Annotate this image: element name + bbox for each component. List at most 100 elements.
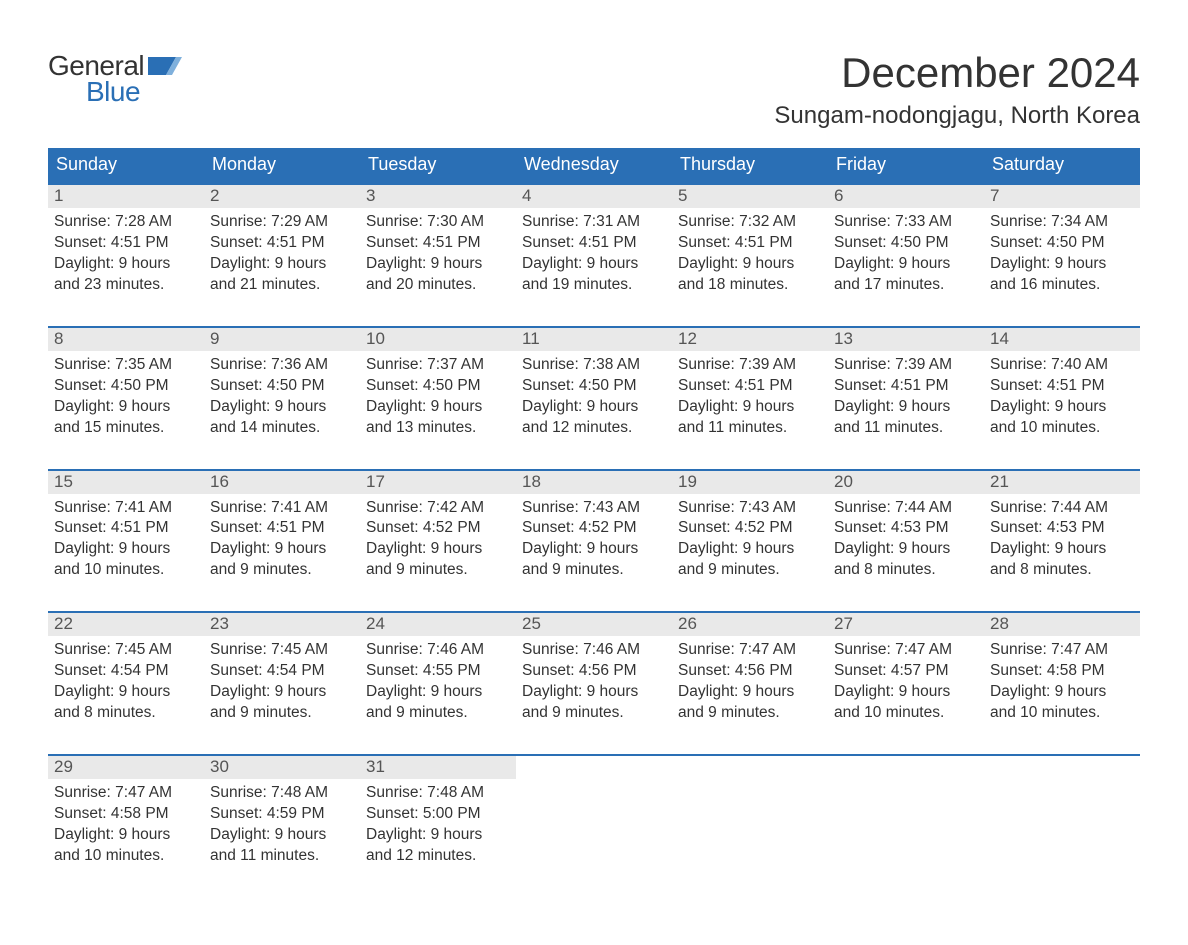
sunrise-line: Sunrise: 7:35 AM bbox=[54, 355, 198, 376]
day-cell: 26Sunrise: 7:47 AMSunset: 4:56 PMDayligh… bbox=[672, 613, 828, 742]
daylight-line-2: and 9 minutes. bbox=[210, 703, 354, 724]
sunset-line: Sunset: 4:50 PM bbox=[834, 233, 978, 254]
day-number: 5 bbox=[672, 185, 828, 208]
day-details: Sunrise: 7:46 AMSunset: 4:55 PMDaylight:… bbox=[360, 636, 516, 724]
daylight-line-1: Daylight: 9 hours bbox=[990, 539, 1134, 560]
day-cell: 29Sunrise: 7:47 AMSunset: 4:58 PMDayligh… bbox=[48, 756, 204, 885]
day-details: Sunrise: 7:28 AMSunset: 4:51 PMDaylight:… bbox=[48, 208, 204, 296]
flag-icon bbox=[148, 53, 182, 80]
sunrise-line: Sunrise: 7:43 AM bbox=[678, 498, 822, 519]
day-number: 21 bbox=[984, 471, 1140, 494]
day-cell: 16Sunrise: 7:41 AMSunset: 4:51 PMDayligh… bbox=[204, 471, 360, 600]
sunrise-line: Sunrise: 7:41 AM bbox=[210, 498, 354, 519]
daylight-line-2: and 10 minutes. bbox=[54, 560, 198, 581]
day-number: 30 bbox=[204, 756, 360, 779]
daylight-line-2: and 16 minutes. bbox=[990, 275, 1134, 296]
day-cell: 12Sunrise: 7:39 AMSunset: 4:51 PMDayligh… bbox=[672, 328, 828, 457]
daylight-line-2: and 11 minutes. bbox=[210, 846, 354, 867]
day-number: 6 bbox=[828, 185, 984, 208]
day-details: Sunrise: 7:42 AMSunset: 4:52 PMDaylight:… bbox=[360, 494, 516, 582]
day-details: Sunrise: 7:43 AMSunset: 4:52 PMDaylight:… bbox=[516, 494, 672, 582]
day-cell: 9Sunrise: 7:36 AMSunset: 4:50 PMDaylight… bbox=[204, 328, 360, 457]
weeks-container: 1Sunrise: 7:28 AMSunset: 4:51 PMDaylight… bbox=[48, 183, 1140, 884]
weekday-header: Saturday bbox=[984, 148, 1140, 183]
daylight-line-1: Daylight: 9 hours bbox=[990, 682, 1134, 703]
daylight-line-2: and 8 minutes. bbox=[990, 560, 1134, 581]
daylight-line-1: Daylight: 9 hours bbox=[834, 539, 978, 560]
daylight-line-2: and 13 minutes. bbox=[366, 418, 510, 439]
day-number: 26 bbox=[672, 613, 828, 636]
daylight-line-2: and 9 minutes. bbox=[678, 703, 822, 724]
daylight-line-1: Daylight: 9 hours bbox=[366, 254, 510, 275]
day-details: Sunrise: 7:47 AMSunset: 4:58 PMDaylight:… bbox=[48, 779, 204, 867]
day-cell bbox=[516, 756, 672, 885]
day-details: Sunrise: 7:48 AMSunset: 5:00 PMDaylight:… bbox=[360, 779, 516, 867]
daylight-line-2: and 20 minutes. bbox=[366, 275, 510, 296]
sunrise-line: Sunrise: 7:28 AM bbox=[54, 212, 198, 233]
daylight-line-2: and 15 minutes. bbox=[54, 418, 198, 439]
sunrise-line: Sunrise: 7:40 AM bbox=[990, 355, 1134, 376]
sunset-line: Sunset: 4:57 PM bbox=[834, 661, 978, 682]
daylight-line-1: Daylight: 9 hours bbox=[678, 254, 822, 275]
day-cell: 19Sunrise: 7:43 AMSunset: 4:52 PMDayligh… bbox=[672, 471, 828, 600]
weekday-header: Friday bbox=[828, 148, 984, 183]
sunset-line: Sunset: 4:51 PM bbox=[834, 376, 978, 397]
sunset-line: Sunset: 4:51 PM bbox=[678, 233, 822, 254]
day-cell: 7Sunrise: 7:34 AMSunset: 4:50 PMDaylight… bbox=[984, 185, 1140, 314]
week-row: 8Sunrise: 7:35 AMSunset: 4:50 PMDaylight… bbox=[48, 326, 1140, 457]
sunrise-line: Sunrise: 7:47 AM bbox=[678, 640, 822, 661]
day-details: Sunrise: 7:47 AMSunset: 4:56 PMDaylight:… bbox=[672, 636, 828, 724]
week-row: 15Sunrise: 7:41 AMSunset: 4:51 PMDayligh… bbox=[48, 469, 1140, 600]
sunset-line: Sunset: 4:51 PM bbox=[522, 233, 666, 254]
sunrise-line: Sunrise: 7:39 AM bbox=[678, 355, 822, 376]
daylight-line-1: Daylight: 9 hours bbox=[210, 397, 354, 418]
day-number: 4 bbox=[516, 185, 672, 208]
day-cell: 6 Sunrise: 7:33 AMSunset: 4:50 PMDaylight… bbox=[828, 185, 984, 314]
daylight-line-2: and 8 minutes. bbox=[834, 560, 978, 581]
day-number: 11 bbox=[516, 328, 672, 351]
day-number: 27 bbox=[828, 613, 984, 636]
sunrise-line: Sunrise: 7:36 AM bbox=[210, 355, 354, 376]
daylight-line-2: and 9 minutes. bbox=[522, 560, 666, 581]
daylight-line-1: Daylight: 9 hours bbox=[522, 539, 666, 560]
sunrise-line: Sunrise: 7:29 AM bbox=[210, 212, 354, 233]
day-cell: 30Sunrise: 7:48 AMSunset: 4:59 PMDayligh… bbox=[204, 756, 360, 885]
sunset-line: Sunset: 4:55 PM bbox=[366, 661, 510, 682]
day-cell: 18Sunrise: 7:43 AMSunset: 4:52 PMDayligh… bbox=[516, 471, 672, 600]
day-cell: 2Sunrise: 7:29 AMSunset: 4:51 PMDaylight… bbox=[204, 185, 360, 314]
day-cell: 4Sunrise: 7:31 AMSunset: 4:51 PMDaylight… bbox=[516, 185, 672, 314]
day-details: Sunrise: 7:36 AMSunset: 4:50 PMDaylight:… bbox=[204, 351, 360, 439]
day-cell: 21Sunrise: 7:44 AMSunset: 4:53 PMDayligh… bbox=[984, 471, 1140, 600]
weekday-header: Thursday bbox=[672, 148, 828, 183]
month-title: December 2024 bbox=[774, 50, 1140, 96]
sunset-line: Sunset: 4:54 PM bbox=[54, 661, 198, 682]
daylight-line-2: and 14 minutes. bbox=[210, 418, 354, 439]
week-row: 1Sunrise: 7:28 AMSunset: 4:51 PMDaylight… bbox=[48, 183, 1140, 314]
day-details: Sunrise: 7:29 AMSunset: 4:51 PMDaylight:… bbox=[204, 208, 360, 296]
sunrise-line: Sunrise: 7:32 AM bbox=[678, 212, 822, 233]
day-number: 14 bbox=[984, 328, 1140, 351]
day-cell: 10Sunrise: 7:37 AMSunset: 4:50 PMDayligh… bbox=[360, 328, 516, 457]
daylight-line-2: and 8 minutes. bbox=[54, 703, 198, 724]
daylight-line-1: Daylight: 9 hours bbox=[522, 397, 666, 418]
day-number: 8 bbox=[48, 328, 204, 351]
daylight-line-1: Daylight: 9 hours bbox=[834, 254, 978, 275]
daylight-line-1: Daylight: 9 hours bbox=[678, 539, 822, 560]
day-cell: 25Sunrise: 7:46 AMSunset: 4:56 PMDayligh… bbox=[516, 613, 672, 742]
calendar-document: General Blue December 2024 Sungam-nodong… bbox=[0, 0, 1188, 945]
daylight-line-1: Daylight: 9 hours bbox=[522, 254, 666, 275]
day-number: 24 bbox=[360, 613, 516, 636]
sunset-line: Sunset: 4:51 PM bbox=[210, 233, 354, 254]
day-details: Sunrise: 7:48 AMSunset: 4:59 PMDaylight:… bbox=[204, 779, 360, 867]
day-cell: 8Sunrise: 7:35 AMSunset: 4:50 PMDaylight… bbox=[48, 328, 204, 457]
day-number: 28 bbox=[984, 613, 1140, 636]
sunrise-line: Sunrise: 7:33 AM bbox=[834, 212, 978, 233]
sunrise-line: Sunrise: 7:45 AM bbox=[210, 640, 354, 661]
daylight-line-2: and 9 minutes. bbox=[210, 560, 354, 581]
sunrise-line: Sunrise: 7:42 AM bbox=[366, 498, 510, 519]
sunset-line: Sunset: 4:58 PM bbox=[54, 804, 198, 825]
week-row: 29Sunrise: 7:47 AMSunset: 4:58 PMDayligh… bbox=[48, 754, 1140, 885]
daylight-line-2: and 23 minutes. bbox=[54, 275, 198, 296]
day-cell bbox=[984, 756, 1140, 885]
sunrise-line: Sunrise: 7:37 AM bbox=[366, 355, 510, 376]
